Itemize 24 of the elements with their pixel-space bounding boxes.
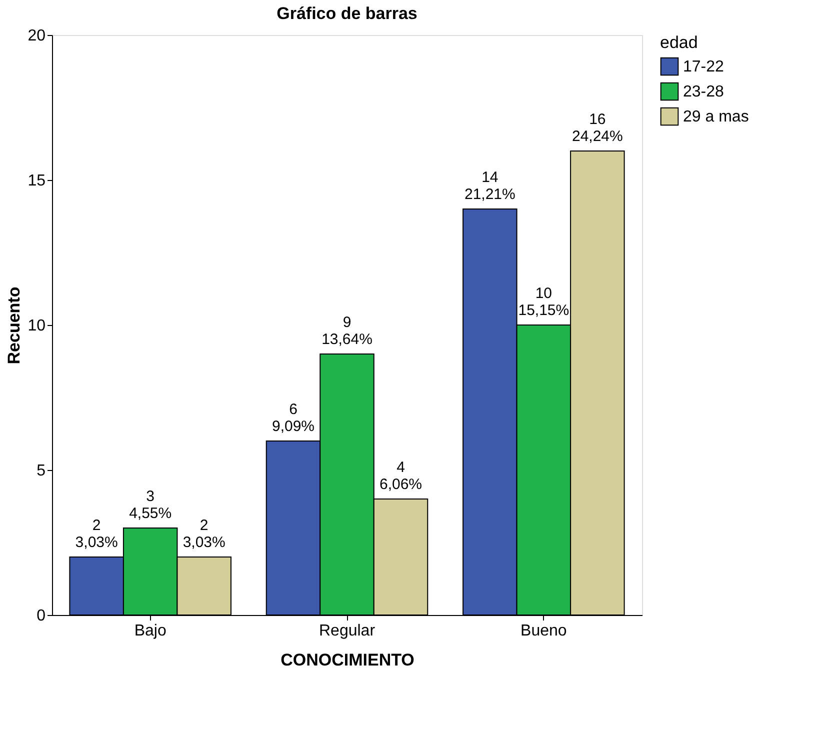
legend-label: 23-28 bbox=[683, 84, 724, 100]
y-tick-label: 10 bbox=[28, 318, 46, 334]
data-label: 16 24,24% bbox=[572, 111, 623, 145]
y-tick-label: 0 bbox=[36, 608, 46, 624]
x-tick-label: Regular bbox=[318, 622, 376, 640]
x-tick-label: Bajo bbox=[134, 622, 166, 640]
y-tick-label: 15 bbox=[28, 172, 46, 190]
data-label: 2 3,03% bbox=[75, 517, 118, 551]
legend-label: 17-22 bbox=[683, 58, 724, 76]
chart-title: Gráfico de barras bbox=[276, 4, 418, 23]
y-tick-label: 20 bbox=[28, 28, 46, 44]
data-label: 6 9,09% bbox=[272, 401, 315, 435]
data-label: 2 3,03% bbox=[182, 517, 226, 551]
data-label: 10 15,15% bbox=[518, 285, 570, 319]
x-tick-label: Bueno bbox=[520, 622, 567, 640]
legend-label: 29 a mas bbox=[683, 108, 749, 126]
legend-title: edad bbox=[660, 33, 698, 52]
x-axis-title: CONOCIMIENTO bbox=[280, 650, 414, 670]
data-label: 14 21,21% bbox=[464, 169, 516, 203]
data-label: 4 6,06% bbox=[379, 459, 422, 493]
data-label: 3 4,55% bbox=[129, 488, 172, 522]
data-label: 9 13,64% bbox=[322, 314, 372, 348]
y-tick-label: 5 bbox=[36, 462, 46, 480]
y-axis-title: Recuento bbox=[4, 286, 24, 364]
